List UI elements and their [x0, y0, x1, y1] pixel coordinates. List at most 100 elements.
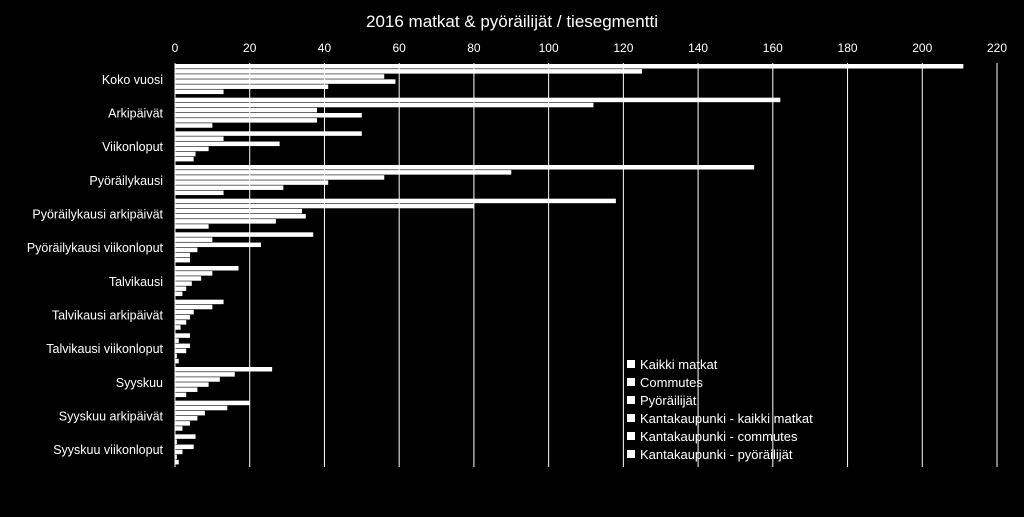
x-tick-label: 60	[393, 41, 407, 55]
bar-4-4	[175, 219, 276, 224]
bar-4-3	[175, 214, 306, 219]
bar-0-4	[175, 84, 329, 89]
bar-3-3	[175, 180, 329, 185]
x-tick-label: 160	[763, 41, 783, 55]
bar-10-0	[175, 400, 250, 406]
bar-8-2	[175, 343, 190, 349]
bar-7-5	[175, 325, 181, 330]
bar-1-0	[175, 97, 781, 103]
chart-title: 2016 matkat & pyöräilijät / tiesegmentti	[366, 12, 658, 31]
x-tick-label: 20	[243, 41, 257, 55]
category-label: Talvikausi	[109, 275, 163, 289]
bar-11-3	[175, 449, 183, 455]
bar-4-5	[175, 224, 209, 229]
bar-3-5	[175, 190, 224, 196]
category-label: Pyöräilykausi	[89, 174, 163, 188]
x-tick-label: 40	[318, 41, 332, 55]
category-label: Talvikausi viikonloput	[46, 342, 163, 356]
bar-8-0	[175, 333, 190, 338]
legend-label: Pyöräilijät	[640, 393, 697, 408]
bar-8-4	[175, 353, 177, 359]
bar-2-3	[175, 146, 209, 152]
bar-0-2	[175, 74, 385, 79]
bar-11-0	[175, 434, 196, 439]
category-label: Syyskuu	[116, 376, 163, 390]
x-tick-label: 80	[467, 41, 481, 55]
bar-5-2	[175, 242, 261, 248]
x-tick-label: 200	[912, 41, 932, 55]
bars	[175, 64, 964, 465]
bar-5-5	[175, 257, 190, 263]
legend-label: Kantakaupunki - pyöräilijät	[640, 447, 793, 462]
bar-2-1	[175, 136, 224, 141]
grid-lines	[174, 63, 998, 467]
bar-0-3	[175, 79, 396, 84]
bar-2-2	[175, 141, 280, 147]
bar-6-0	[175, 266, 239, 271]
bar-9-1	[175, 372, 235, 377]
bar-3-1	[175, 170, 512, 175]
bar-6-2	[175, 276, 202, 281]
x-tick-label: 0	[172, 41, 179, 55]
category-label: Syyskuu viikonloput	[53, 443, 163, 457]
bar-2-4	[175, 151, 196, 157]
bar-0-0	[175, 64, 964, 69]
bar-9-4	[175, 387, 198, 392]
bar-6-4	[175, 286, 187, 291]
bar-1-1	[175, 102, 594, 108]
category-label: Pyöräilykausi arkipäivät	[32, 208, 163, 222]
bar-2-0	[175, 131, 362, 136]
bar-0-5	[175, 89, 224, 95]
bar-10-2	[175, 410, 205, 416]
bar-1-3	[175, 113, 362, 118]
bar-1-2	[175, 107, 317, 113]
x-tick-label: 140	[688, 41, 708, 55]
category-label: Arkipäivät	[108, 107, 163, 121]
bar-8-1	[175, 338, 179, 343]
legend-label: Kantakaupunki - commutes	[640, 429, 798, 444]
bar-9-2	[175, 377, 220, 382]
bar-5-3	[175, 247, 198, 253]
category-label: Talvikausi arkipäivät	[52, 309, 164, 323]
bar-2-5	[175, 156, 194, 162]
legend-swatch	[627, 396, 635, 404]
category-label: Viikonloput	[102, 140, 163, 154]
legend-swatch	[627, 360, 635, 368]
category-label: Koko vuosi	[102, 73, 163, 87]
bar-10-5	[175, 426, 183, 431]
bar-7-2	[175, 309, 194, 315]
bar-3-2	[175, 175, 385, 180]
bar-9-5	[175, 392, 187, 398]
bar-5-1	[175, 237, 213, 242]
bar-4-1	[175, 203, 474, 209]
bar-3-0	[175, 165, 755, 170]
bar-7-0	[175, 299, 224, 305]
bar-10-1	[175, 405, 228, 411]
bar-7-4	[175, 320, 187, 325]
bar-7-3	[175, 315, 190, 320]
bar-11-5	[175, 459, 179, 465]
bar-6-3	[175, 281, 192, 286]
legend-label: Kaikki matkat	[640, 357, 718, 372]
legend-swatch	[627, 378, 635, 386]
legend: Kaikki matkat Commutes Pyöräilijät Kantakau…	[627, 357, 813, 462]
category-labels: Koko vuosi Arkipäivät Viikonloput Pyöräilyk…	[27, 73, 164, 457]
x-axis-ticks: 0 20 40 60 80 100 120 140 160 180 200 220	[172, 41, 1008, 55]
x-tick-label: 180	[838, 41, 858, 55]
bar-1-4	[175, 118, 317, 123]
legend-swatch	[627, 414, 635, 422]
bar-6-5	[175, 291, 183, 297]
x-tick-label: 220	[987, 41, 1007, 55]
bar-8-5	[175, 358, 179, 364]
bar-10-4	[175, 421, 190, 426]
category-label: Pyöräilykausi viikonloput	[27, 241, 164, 255]
bar-9-0	[175, 367, 273, 372]
bar-8-3	[175, 348, 187, 354]
legend-swatch	[627, 432, 635, 440]
legend-label: Commutes	[640, 375, 703, 390]
bar-3-4	[175, 185, 284, 190]
x-tick-label: 100	[539, 41, 559, 55]
category-label: Syyskuu arkipäivät	[59, 410, 164, 424]
bar-4-0	[175, 198, 616, 204]
